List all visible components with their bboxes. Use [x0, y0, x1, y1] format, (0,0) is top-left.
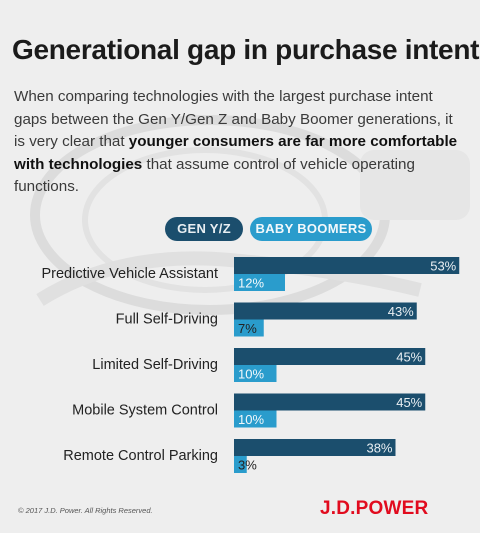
bar-baby-boomers-predictive-vehicle-assistant	[234, 274, 285, 291]
bar-gen-yz-limited-self-driving	[234, 348, 426, 365]
category-label-remote-control-parking: Remote Control Parking	[63, 448, 218, 464]
category-label-limited-self-driving: Limited Self-Driving	[92, 357, 218, 373]
category-label-mobile-system-control: Mobile System Control	[72, 403, 218, 419]
value-label-baby-boomers-remote-control-parking: 3%	[238, 458, 257, 473]
bar-baby-boomers-mobile-system-control	[234, 410, 277, 428]
page-title: Generational gap in purchase intent	[12, 34, 480, 65]
value-label-baby-boomers-full-self-driving: 7%	[238, 321, 257, 336]
category-label-full-self-driving: Full Self-Driving	[116, 312, 218, 328]
value-label-baby-boomers-predictive-vehicle-assistant: 12%	[238, 276, 264, 291]
jd-power-logo: J.D.POWER	[320, 498, 429, 519]
bar-gen-yz-mobile-system-control	[234, 393, 426, 411]
legend-gen-yz: GEN Y/Z	[165, 217, 243, 241]
category-label-predictive-vehicle-assistant: Predictive Vehicle Assistant	[41, 266, 218, 282]
copyright-notice: © 2017 J.D. Power. All Rights Reserved.	[18, 506, 153, 515]
value-label-baby-boomers-mobile-system-control: 10%	[238, 412, 264, 427]
purchase-intent-bar-chart: Predictive Vehicle Assistant 53% 12% Full S…	[41, 257, 460, 473]
bar-gen-yz-predictive-vehicle-assistant	[234, 257, 460, 274]
value-label-gen-yz-predictive-vehicle-assistant: 53%	[430, 259, 456, 274]
intro-text-emphasis: younger consumers are far more comfortab…	[14, 133, 458, 173]
value-label-gen-yz-limited-self-driving: 45%	[396, 350, 422, 365]
intro-text-start: When comparing technologies with the lar…	[14, 88, 453, 150]
value-label-gen-yz-mobile-system-control: 45%	[396, 395, 422, 410]
legend-baby-boomers-label: BABY BOOMERS	[255, 221, 367, 236]
legend-baby-boomers: BABY BOOMERS	[250, 217, 372, 241]
value-label-gen-yz-remote-control-parking: 38%	[366, 441, 392, 456]
intro-text-end: that assume control of vehicle operating…	[14, 155, 415, 196]
bar-gen-yz-full-self-driving	[234, 302, 417, 320]
bar-baby-boomers-limited-self-driving	[234, 365, 277, 382]
value-label-gen-yz-full-self-driving: 43%	[388, 304, 414, 319]
bar-baby-boomers-full-self-driving	[234, 319, 264, 337]
intro-paragraph: When comparing technologies with the lar…	[14, 86, 464, 199]
bar-gen-yz-remote-control-parking	[234, 439, 396, 456]
legend-gen-yz-label: GEN Y/Z	[177, 221, 231, 236]
bar-baby-boomers-remote-control-parking	[234, 456, 247, 473]
value-label-baby-boomers-limited-self-driving: 10%	[238, 367, 264, 382]
